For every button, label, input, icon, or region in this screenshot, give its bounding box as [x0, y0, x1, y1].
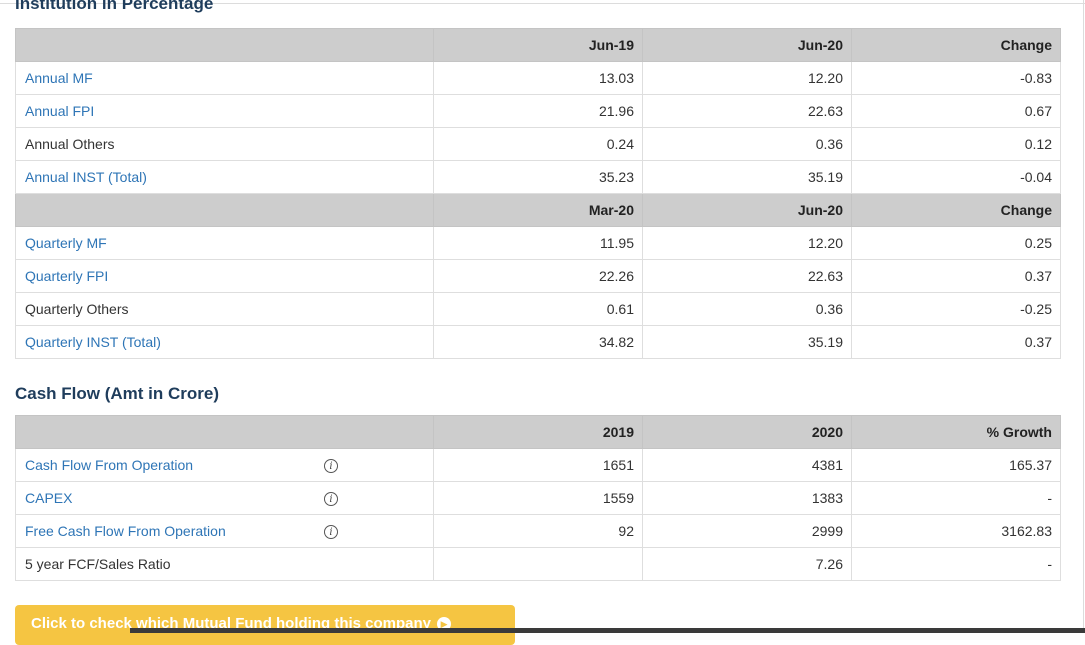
annual-row-v2: 35.19 — [642, 160, 852, 194]
cash-flow-row-growth: 3162.83 — [851, 514, 1061, 548]
cash-flow-section-title: Cash Flow (Amt in Crore) — [15, 384, 220, 403]
quarterly-row-v1: 22.26 — [433, 259, 643, 293]
annual-row: Annual Others 0.24 0.36 0.12 — [15, 127, 1061, 161]
annual-row: Annual MF 13.03 12.20 -0.83 — [15, 61, 1061, 95]
cash-flow-row-label[interactable]: CAPEX — [15, 481, 316, 515]
cash-flow-info-cell — [315, 547, 434, 581]
cash-flow-header-cell — [15, 415, 434, 449]
quarterly-row-v2: 0.36 — [642, 292, 852, 326]
quarterly-row-change: -0.25 — [851, 292, 1061, 326]
cash-flow-header-row: 2019 2020% Growth — [15, 415, 1061, 449]
cash-flow-row: Cash Flow From Operation i 1651 4381 165.37 — [15, 448, 1061, 482]
quarterly-row-label[interactable]: Quarterly MF — [15, 226, 434, 260]
annual-row-v2: 12.20 — [642, 61, 852, 95]
cash-flow-row-label[interactable]: Cash Flow From Operation — [15, 448, 316, 482]
quarterly-row-label: Quarterly Others — [15, 292, 434, 326]
quarterly-row-v1: 11.95 — [433, 226, 643, 260]
quarterly-row: Quarterly MF 11.95 12.20 0.25 — [15, 226, 1061, 260]
cash-flow-row-v1 — [433, 547, 643, 581]
cash-flow-row-v1: 1651 — [433, 448, 643, 482]
annual-row-v1: 21.96 — [433, 94, 643, 128]
cash-flow-row-v1: 1559 — [433, 481, 643, 515]
annual-row-label[interactable]: Annual INST (Total) — [15, 160, 434, 194]
quarterly-row-v2: 12.20 — [642, 226, 852, 260]
quarterly-row: Quarterly Others 0.61 0.36 -0.25 — [15, 292, 1061, 326]
cash-flow-row-v1: 92 — [433, 514, 643, 548]
cash-flow-header-cell: 2020 — [642, 415, 852, 449]
annual-row-label[interactable]: Annual MF — [15, 61, 434, 95]
annual-row-v1: 35.23 — [433, 160, 643, 194]
annual-row: Annual INST (Total) 35.23 35.19 -0.04 — [15, 160, 1061, 194]
cash-flow-row: 5 year FCF/Sales Ratio 7.26- — [15, 547, 1061, 581]
cash-flow-row: Free Cash Flow From Operation i 92 2999 3162… — [15, 514, 1061, 548]
annual-header-cell: Change — [851, 28, 1061, 62]
annual-header-row: Jun-19 Jun-20 Change — [15, 28, 1061, 62]
annual-header-cell: Jun-19 — [433, 28, 643, 62]
quarterly-header-row: Mar-20 Jun-20 Change — [15, 193, 1061, 227]
cash-flow-row-v2: 1383 — [642, 481, 852, 515]
cash-flow-row-v2: 4381 — [642, 448, 852, 482]
quarterly-row-label[interactable]: Quarterly INST (Total) — [15, 325, 434, 359]
annual-row-label: Annual Others — [15, 127, 434, 161]
cash-flow-row-v2: 2999 — [642, 514, 852, 548]
annual-row-v2: 22.63 — [642, 94, 852, 128]
cash-flow-header-cell: 2019 — [433, 415, 643, 449]
info-icon[interactable]: i — [324, 459, 338, 474]
quarterly-row-v1: 0.61 — [433, 292, 643, 326]
annual-header-cell: Jun-20 — [642, 28, 852, 62]
annual-row-label[interactable]: Annual FPI — [15, 94, 434, 128]
annual-row-v2: 0.36 — [642, 127, 852, 161]
play-circle-icon: ▶ — [437, 617, 452, 632]
quarterly-header-cell — [15, 193, 434, 227]
cash-flow-info-cell: i — [315, 481, 434, 515]
quarterly-row-v2: 35.19 — [642, 325, 852, 359]
quarterly-row: Quarterly FPI 22.26 22.63 0.37 — [15, 259, 1061, 293]
annual-row-v1: 0.24 — [433, 127, 643, 161]
quarterly-row-change: 0.37 — [851, 259, 1061, 293]
cash-flow-info-cell: i — [315, 448, 434, 482]
quarterly-row-v2: 22.63 — [642, 259, 852, 293]
top-border — [0, 3, 1085, 4]
quarterly-header-cell: Change — [851, 193, 1061, 227]
cash-flow-row-growth: 165.37 — [851, 448, 1061, 482]
cash-flow-info-cell: i — [315, 514, 434, 548]
cash-flow-row-v2: 7.26 — [642, 547, 852, 581]
quarterly-row-change: 0.25 — [851, 226, 1061, 260]
annual-row-change: -0.04 — [851, 160, 1061, 194]
mutual-fund-holding-button[interactable]: Click to check which Mutual Fund holding… — [15, 605, 515, 645]
quarterly-row-change: 0.37 — [851, 325, 1061, 359]
cash-flow-row: CAPEX i 1559 1383- — [15, 481, 1061, 515]
quarterly-header-cell: Mar-20 — [433, 193, 643, 227]
horizontal-scrollbar[interactable] — [130, 628, 1085, 633]
cash-flow-table: 2019 2020% Growth Cash Flow From Operation… — [15, 415, 1061, 581]
info-icon[interactable]: i — [324, 492, 338, 507]
cash-flow-row-growth: - — [851, 547, 1061, 581]
annual-row-change: 0.12 — [851, 127, 1061, 161]
cash-flow-row-label: 5 year FCF/Sales Ratio — [15, 547, 316, 581]
info-icon[interactable]: i — [324, 525, 338, 540]
cash-flow-row-label[interactable]: Free Cash Flow From Operation — [15, 514, 316, 548]
quarterly-row-v1: 34.82 — [433, 325, 643, 359]
annual-header-cell — [15, 28, 434, 62]
annual-row: Annual FPI 21.96 22.63 0.67 — [15, 94, 1061, 128]
annual-row-change: 0.67 — [851, 94, 1061, 128]
quarterly-row: Quarterly INST (Total) 34.82 35.19 0.37 — [15, 325, 1061, 359]
quarterly-header-cell: Jun-20 — [642, 193, 852, 227]
cash-flow-row-growth: - — [851, 481, 1061, 515]
annual-row-v1: 13.03 — [433, 61, 643, 95]
quarterly-row-label[interactable]: Quarterly FPI — [15, 259, 434, 293]
annual-row-change: -0.83 — [851, 61, 1061, 95]
cash-flow-header-cell: % Growth — [851, 415, 1061, 449]
right-border — [1083, 0, 1084, 633]
mutual-fund-holding-label: Click to check which Mutual Fund holding… — [31, 615, 432, 632]
institution-table: Jun-19 Jun-20 Change Annual MF 13.03 12.20 -0.… — [15, 28, 1061, 359]
institution-section-title: Institution in Percentage — [15, 0, 214, 13]
